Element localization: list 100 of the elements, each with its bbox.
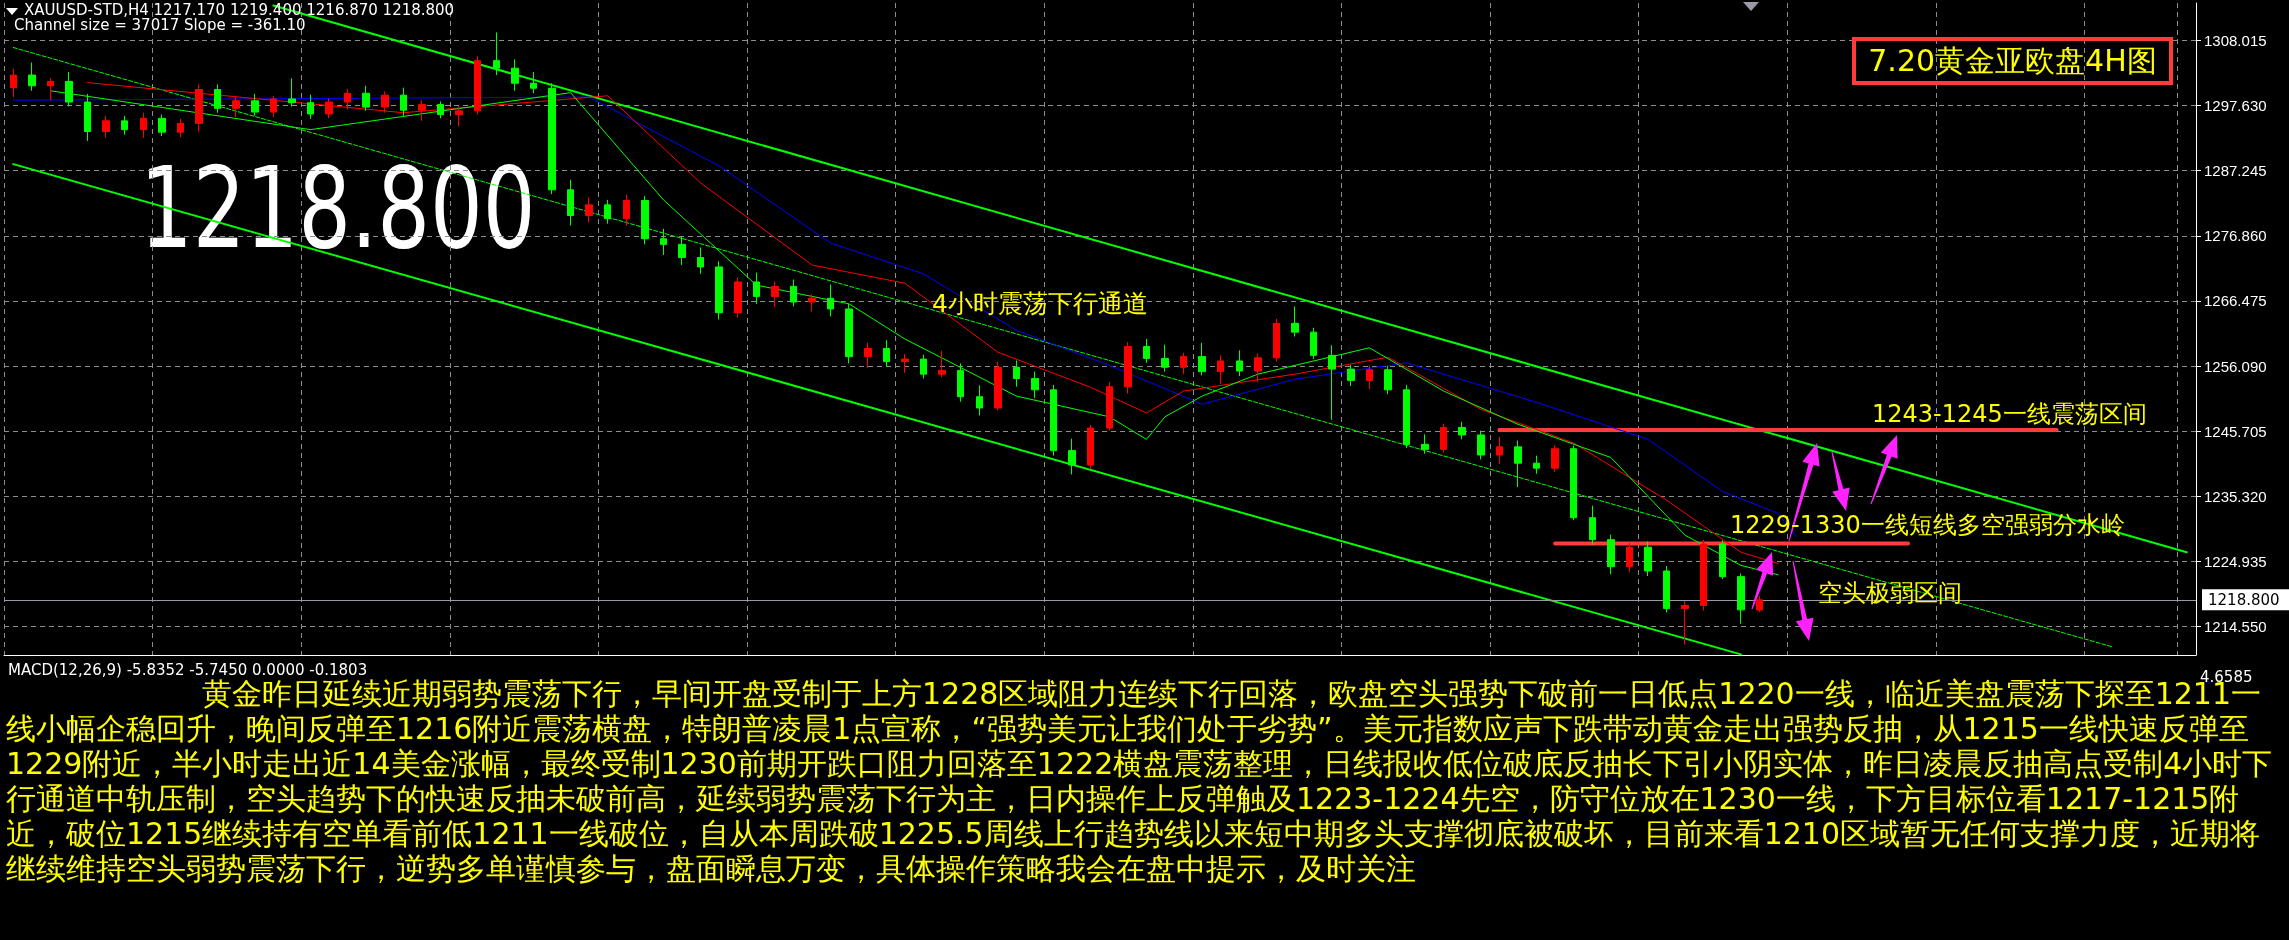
- candlestick: [864, 342, 872, 369]
- candlestick: [1217, 354, 1224, 385]
- candlestick: [1458, 421, 1466, 440]
- candlestick: [1700, 539, 1707, 611]
- annotation: 1243-1245一线震荡区间: [1872, 400, 2147, 429]
- candlestick: [102, 115, 110, 139]
- candlestick: [1607, 534, 1615, 575]
- candlestick: [641, 195, 649, 245]
- candlestick: [325, 97, 333, 119]
- candlestick: [1570, 445, 1577, 521]
- candlestick: [1737, 573, 1745, 625]
- candlestick: [976, 384, 983, 417]
- candlestick: [994, 361, 1002, 411]
- annotation: 1218.800: [140, 143, 536, 273]
- candlestick: [84, 93, 91, 142]
- y-tick-label: 1287.245: [2204, 162, 2267, 180]
- candlestick: [1366, 364, 1373, 390]
- candlestick: [437, 100, 444, 119]
- candlestick: [28, 62, 36, 92]
- candlestick: [1031, 371, 1039, 399]
- candlestick: [938, 350, 946, 378]
- text: 7.20黄金亚欧盘4H图: [1852, 37, 2173, 85]
- y-tick-label: 1256.090: [2204, 357, 2267, 375]
- candlestick: [251, 93, 259, 117]
- y-tick-label: 1276.860: [2204, 227, 2267, 245]
- candlestick: [753, 272, 760, 305]
- candlestick: [808, 294, 816, 312]
- candlestick: [232, 96, 240, 118]
- candlestick: [1347, 364, 1355, 387]
- candlestick: [604, 199, 611, 225]
- candlestick: [10, 68, 17, 98]
- candlestick: [1644, 541, 1652, 577]
- candlestick: [715, 260, 723, 321]
- candlestick: [418, 99, 426, 122]
- candlestick: [140, 112, 147, 139]
- candlestick: [585, 196, 593, 223]
- candlestick: [1421, 433, 1429, 455]
- candlestick: [121, 115, 128, 136]
- annotation: Channel size = 37017 Slope = -361.10: [14, 16, 306, 35]
- candlestick: [288, 77, 296, 107]
- candlestick: [1514, 440, 1522, 488]
- candlestick: [1106, 381, 1113, 432]
- y-tick-label: 1235.320: [2204, 487, 2267, 505]
- candlestick: [1050, 384, 1057, 457]
- candlestick: [1681, 600, 1689, 645]
- candlestick: [1124, 341, 1132, 395]
- candlestick: [790, 278, 797, 307]
- candlestick: [1291, 305, 1299, 338]
- candlestick: [827, 283, 834, 317]
- candlestick: [734, 277, 742, 319]
- candlestick: [1143, 338, 1150, 364]
- candlestick: [1403, 384, 1410, 449]
- candlestick: [1198, 342, 1206, 376]
- candlestick: [845, 303, 853, 364]
- ref-line-label: 1218.800: [2208, 590, 2280, 609]
- candlestick: [511, 58, 519, 92]
- candlestick: [660, 228, 667, 256]
- y-tick-label: 1308.015: [2204, 32, 2267, 50]
- candlestick: [1663, 565, 1670, 613]
- y-tick-label: 1266.475: [2204, 292, 2267, 310]
- candlestick: [957, 362, 964, 403]
- candlestick: [1589, 505, 1596, 546]
- candlestick: [1496, 436, 1503, 465]
- candlestick: [1236, 349, 1243, 377]
- candlestick: [1384, 365, 1392, 395]
- candlestick: [214, 84, 221, 114]
- candlestick: [1273, 318, 1280, 363]
- candlestick: [1756, 595, 1763, 613]
- annotation: XAUUSD-STD,H4 1217.170 1219.400 1216.870 1218.800: [24, 1, 455, 19]
- candlestick: [1328, 344, 1336, 421]
- candlestick: [567, 179, 574, 227]
- candlestick: [1440, 423, 1447, 453]
- candlestick: [1161, 344, 1169, 373]
- candlestick: [1533, 455, 1540, 475]
- candlestick: [47, 77, 54, 101]
- candlestick: [307, 94, 314, 120]
- candlestick: [1551, 444, 1559, 473]
- candlestick: [771, 280, 779, 308]
- y-tick-label: 1297.630: [2204, 97, 2267, 115]
- candlestick: [920, 354, 927, 380]
- candlestick: [455, 105, 463, 127]
- candlestick: [1013, 359, 1020, 388]
- candlestick: [493, 31, 500, 76]
- y-tick-label: 1245.705: [2204, 422, 2267, 440]
- text: MACD(12,26,9) -5.8352 -5.7450 0.0000 -0.1803: [8, 661, 368, 679]
- candlestick: [362, 85, 370, 112]
- candlestick: [1477, 430, 1485, 460]
- candlestick: [1254, 352, 1262, 383]
- candlestick: [678, 235, 686, 266]
- candlestick: [270, 95, 277, 118]
- candlestick: [158, 114, 166, 137]
- candlestick: [381, 90, 389, 114]
- candlestick: [1087, 424, 1094, 470]
- candlestick: [530, 71, 537, 94]
- candlestick: [901, 353, 909, 374]
- candlestick: [883, 339, 890, 368]
- candlestick: [1626, 542, 1633, 573]
- candlestick: [623, 194, 630, 227]
- y-tick-label: 1214.550: [2204, 617, 2267, 635]
- candlestick: [1180, 352, 1187, 375]
